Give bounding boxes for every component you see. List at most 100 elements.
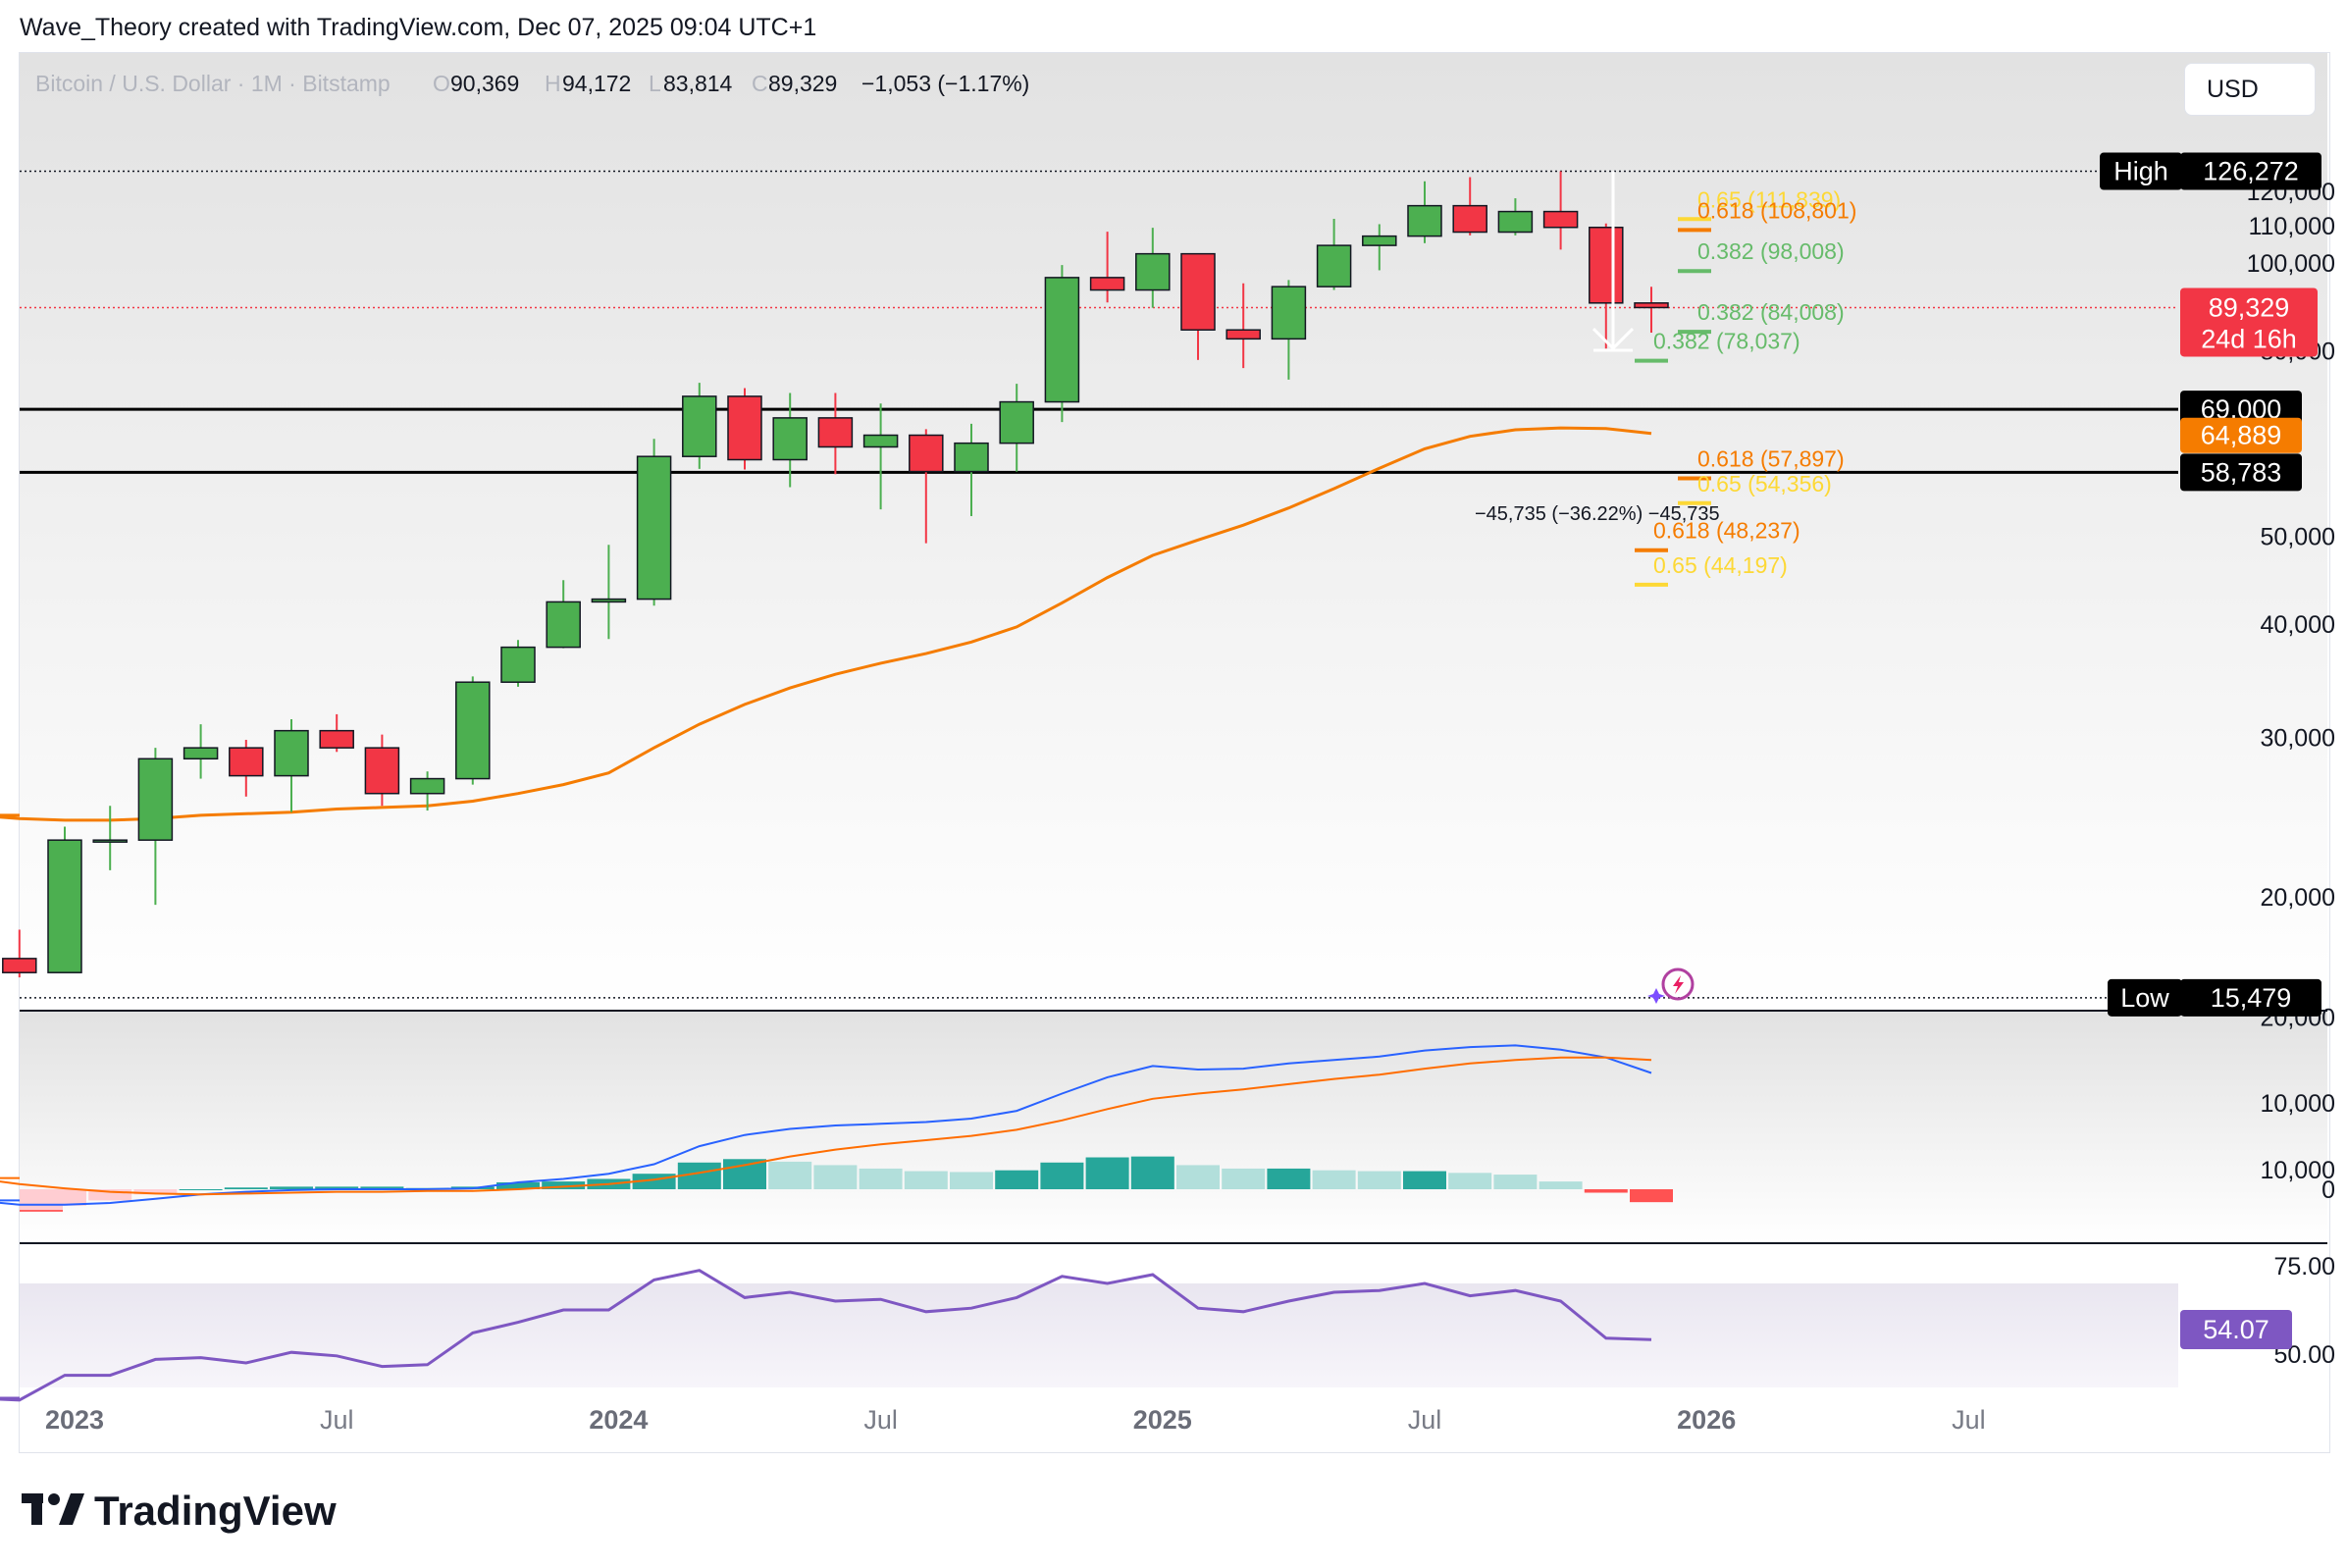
high-label-badge[interactable]: High: [2100, 152, 2182, 190]
candle-body: [1634, 302, 1669, 309]
fib-level-label: 0.382 (78,037): [1653, 329, 1800, 354]
candle[interactable]: [319, 713, 354, 753]
chart-frame: [19, 52, 2330, 1453]
candle[interactable]: [1362, 224, 1397, 271]
bar-countdown: 24d 16h: [2201, 324, 2297, 353]
time-axis-label: 2024: [589, 1405, 648, 1435]
candle[interactable]: [274, 718, 309, 812]
snapshot-icon[interactable]: [1647, 967, 1695, 1004]
candle[interactable]: [1044, 265, 1080, 423]
candle-body: [1316, 244, 1352, 287]
rsi-value-badge[interactable]: 54.07: [2180, 1310, 2292, 1349]
support-level-badge[interactable]: 58,783: [2180, 453, 2302, 492]
low-label-badge[interactable]: Low: [2108, 978, 2182, 1017]
candle[interactable]: [772, 392, 808, 488]
candle[interactable]: [1226, 283, 1261, 369]
high-value-badge[interactable]: 126,272: [2180, 152, 2321, 190]
change-value: −1,053 (−1.17%): [861, 71, 1029, 96]
candle[interactable]: [2, 929, 37, 978]
low-value-badge[interactable]: 15,479: [2180, 978, 2321, 1017]
fib-level-label: 0.65 (111,839): [1697, 186, 1841, 212]
low-value-badge-text: 15,479: [2211, 983, 2292, 1013]
candle[interactable]: [409, 771, 445, 811]
candle[interactable]: [1135, 228, 1171, 308]
candle-body: [1452, 204, 1487, 234]
fib-level-label: 0.618 (108,801): [1697, 197, 1856, 223]
currency-button[interactable]: USD: [2184, 63, 2316, 116]
candle[interactable]: [183, 724, 219, 779]
close-value: 89,329: [768, 71, 837, 96]
ema-line[interactable]: [0, 426, 1652, 822]
rsi-line[interactable]: [0, 1269, 1652, 1402]
macd-histogram-bar: [1403, 1171, 1446, 1189]
candle[interactable]: [1589, 223, 1624, 349]
candle[interactable]: [954, 423, 989, 516]
candle-body: [47, 839, 82, 973]
candle[interactable]: [862, 403, 899, 510]
candle[interactable]: [1089, 232, 1125, 303]
open-value: 90,369: [450, 71, 519, 96]
high-value: 94,172: [562, 71, 631, 96]
time-axis-label: 2026: [1677, 1405, 1736, 1435]
price-axis-tick: 10,000: [2261, 1157, 2335, 1184]
candle-body: [1362, 235, 1397, 246]
candle-body: [862, 434, 899, 448]
macd-histogram-bar: [813, 1165, 858, 1189]
candle[interactable]: [1316, 219, 1352, 290]
candle-body: [2, 958, 37, 973]
close-label: C: [752, 71, 768, 96]
candle[interactable]: [999, 384, 1034, 472]
macd-histogram-bar: [1539, 1181, 1583, 1189]
price-axis-tick: 30,000: [2261, 724, 2335, 752]
time-axis-label: Jul: [320, 1405, 354, 1435]
price-axis-tick: 100,000: [2247, 250, 2335, 278]
fib-level-label: 0.382 (98,008): [1697, 238, 1845, 264]
rsi-value-badge-text: 54.07: [2203, 1315, 2269, 1344]
tradingview-wordmark: TradingView: [94, 1488, 337, 1534]
price-axis-tick: 50,000: [2261, 523, 2335, 550]
candle[interactable]: [909, 429, 944, 544]
high-value-badge-text: 126,272: [2203, 157, 2299, 186]
ema-value-badge[interactable]: 64,889: [2180, 417, 2302, 453]
candle[interactable]: [500, 640, 536, 687]
candle-body: [636, 455, 672, 601]
candle[interactable]: [591, 545, 627, 640]
logo-mark-stem: [31, 1493, 42, 1525]
candle[interactable]: [1271, 280, 1307, 380]
macd-histogram-bar: [1312, 1170, 1356, 1189]
candle[interactable]: [92, 806, 128, 870]
candle[interactable]: [1407, 181, 1442, 243]
candle-body: [909, 434, 944, 473]
candle[interactable]: [1542, 171, 1579, 250]
candle[interactable]: [546, 580, 581, 649]
candle[interactable]: [229, 739, 264, 797]
macd-signal-line[interactable]: [0, 1056, 1652, 1196]
candle[interactable]: [47, 826, 82, 973]
candle[interactable]: [1497, 198, 1534, 235]
author-credit: Wave_Theory created with TradingView.com…: [20, 14, 817, 41]
candle[interactable]: [455, 676, 491, 785]
candle-body: [137, 758, 174, 841]
candle[interactable]: [1180, 252, 1216, 360]
price-axis-tick: 20,000: [2261, 884, 2335, 912]
candle[interactable]: [682, 383, 717, 469]
candle[interactable]: [636, 439, 672, 606]
macd-histogram-bar: [1040, 1162, 1084, 1189]
ema-value-badge-bg: [2180, 417, 2302, 453]
candle[interactable]: [727, 388, 762, 470]
candle[interactable]: [1634, 287, 1669, 334]
candle-body: [1407, 204, 1442, 237]
candle-body: [274, 729, 309, 777]
fib-level-label: 0.618 (48,237): [1653, 518, 1800, 544]
candle[interactable]: [137, 748, 174, 906]
low-value: 83,814: [663, 71, 733, 96]
high-label: H: [545, 71, 561, 96]
candle[interactable]: [364, 734, 400, 807]
macd-histogram-bar: [859, 1168, 903, 1189]
candle[interactable]: [817, 392, 854, 475]
macd-histogram-bar: [1493, 1175, 1538, 1189]
candle[interactable]: [1452, 177, 1487, 235]
rsi-value-badge-bg: [2180, 1310, 2292, 1349]
